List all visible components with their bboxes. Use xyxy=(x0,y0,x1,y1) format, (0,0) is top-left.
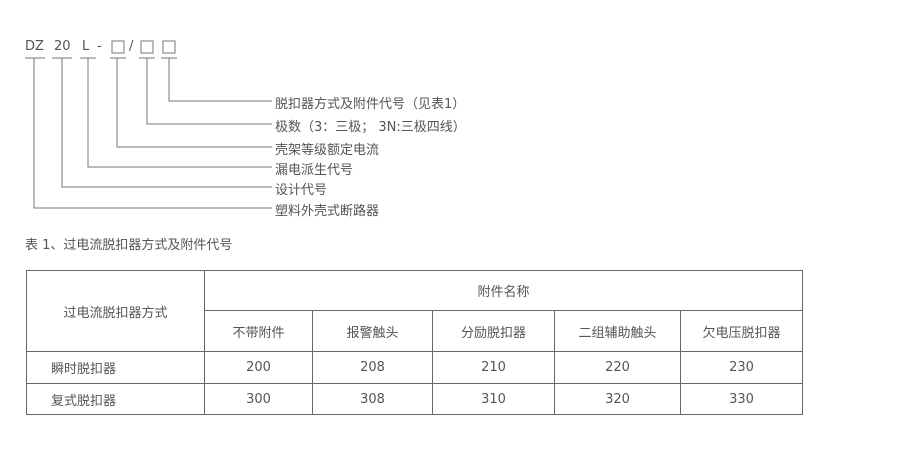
col-header: 二组辅助触头 xyxy=(554,310,681,352)
cell: 200 xyxy=(204,351,313,384)
code-slash: / xyxy=(129,39,134,54)
cell: 208 xyxy=(312,351,433,384)
code-dash: - xyxy=(97,39,102,54)
cell: 320 xyxy=(554,383,681,415)
code-l: L xyxy=(82,39,90,54)
group-header: 附件名称 xyxy=(204,270,803,311)
code-dz: DZ xyxy=(25,39,44,54)
table-row: 复式脱扣器 300 308 310 320 330 xyxy=(26,383,803,415)
cell: 330 xyxy=(680,383,803,415)
legend-leakage: 漏电派生代号 xyxy=(275,163,354,178)
row-label: 瞬时脱扣器 xyxy=(26,351,205,384)
legend-frame-current: 壳架等级额定电流 xyxy=(275,143,380,158)
cell: 220 xyxy=(554,351,681,384)
row-header: 过电流脱扣器方式 xyxy=(26,270,205,352)
legend-poles: 极数（3：三极； 3N:三极四线） xyxy=(275,120,466,135)
cell: 210 xyxy=(432,351,555,384)
legend-trip-accessory: 脱扣器方式及附件代号（见表1） xyxy=(275,97,466,112)
table-row: 瞬时脱扣器 200 208 210 220 230 xyxy=(26,351,803,384)
trip-accessory-table: 过电流脱扣器方式 附件名称 不带附件 报警触头 分励脱扣器 二组辅助触头 欠电压… xyxy=(26,270,803,415)
legend-mccb: 塑料外壳式断路器 xyxy=(275,204,380,219)
table-caption: 表 1、过电流脱扣器方式及附件代号 xyxy=(25,238,233,253)
cell: 230 xyxy=(680,351,803,384)
row-label: 复式脱扣器 xyxy=(26,383,205,415)
col-header: 欠电压脱扣器 xyxy=(680,310,803,352)
col-header: 不带附件 xyxy=(204,310,313,352)
legend-design: 设计代号 xyxy=(275,183,328,198)
cell: 300 xyxy=(204,383,313,415)
col-header: 报警触头 xyxy=(312,310,433,352)
cell: 310 xyxy=(432,383,555,415)
col-header: 分励脱扣器 xyxy=(432,310,555,352)
cell: 308 xyxy=(312,383,433,415)
code-20: 20 xyxy=(54,39,71,54)
